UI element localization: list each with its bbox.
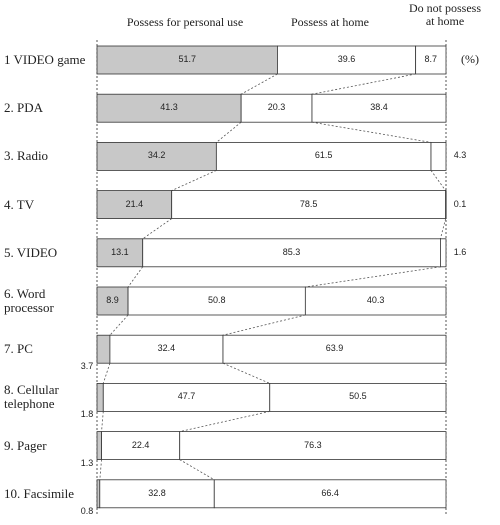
bar-segment	[96, 334, 111, 364]
bar-segment	[171, 190, 447, 220]
value-label: 0.1	[453, 198, 467, 209]
category-label: 3. Radio	[4, 148, 49, 164]
bar-segment	[96, 141, 217, 171]
value-label: 47.7	[177, 391, 196, 402]
category-label: 10. Facsimile	[4, 485, 75, 501]
value-label: 1.8	[80, 409, 94, 420]
value-label: 13.1	[111, 246, 129, 257]
bar-segment	[96, 190, 173, 220]
connector-line	[222, 314, 306, 336]
connector-line	[142, 218, 172, 240]
connector-line	[440, 218, 447, 239]
value-label: 38.4	[370, 102, 388, 113]
bar-segment	[179, 431, 447, 461]
connector-line	[127, 266, 144, 288]
bar-segment	[142, 238, 441, 268]
connector-line	[179, 459, 215, 481]
category-label: 6. Word processor	[4, 285, 54, 315]
value-label: 61.5	[314, 150, 333, 161]
bar-segment	[96, 93, 242, 123]
bar-segment	[101, 431, 181, 461]
connector-line	[311, 73, 416, 95]
value-label: 22.4	[131, 439, 150, 450]
connector-line	[101, 411, 104, 432]
bar-segment	[440, 238, 447, 268]
connector-line	[430, 170, 446, 191]
category-label: 4. TV	[4, 196, 35, 212]
value-label: 32.8	[148, 487, 166, 498]
legend-label: Do not possess at home	[408, 1, 481, 29]
value-label: 20.3	[267, 102, 286, 113]
value-label: 76.3	[304, 439, 322, 450]
bar-segment	[445, 190, 447, 220]
value-label: 66.4	[321, 487, 339, 498]
bar-segment	[311, 93, 447, 123]
bar-segment	[415, 45, 447, 75]
value-label: 39.6	[337, 54, 356, 65]
bar-segment	[269, 382, 447, 412]
value-label: 51.7	[178, 54, 196, 65]
bar-segment	[277, 45, 417, 75]
value-label: 85.3	[282, 246, 301, 257]
bar-segment	[215, 141, 432, 171]
connector-line	[305, 266, 441, 288]
legend-label: Possess for personal use	[126, 15, 244, 29]
connector-line	[240, 73, 278, 95]
value-label: 1.3	[80, 457, 94, 468]
value-label: 78.5	[299, 198, 318, 209]
value-label: 4.3	[453, 150, 467, 161]
bar-segment	[96, 382, 104, 412]
category-label: 2. PDA	[4, 100, 44, 116]
connector-line	[216, 121, 242, 143]
connector-line	[311, 121, 432, 143]
bar-segment	[96, 479, 101, 509]
connector-line	[102, 363, 111, 384]
value-label: 63.9	[325, 343, 344, 354]
bar-segment	[109, 334, 224, 364]
connector-line	[171, 170, 217, 191]
value-label: 8.7	[424, 54, 438, 65]
value-label: 50.5	[349, 391, 367, 402]
value-label: 34.2	[147, 150, 166, 161]
category-label: 8. Cellular telephone	[4, 381, 59, 412]
connector-line	[99, 459, 102, 480]
category-label: 1 VIDEO game	[4, 52, 86, 67]
category-label: 9. Pager	[4, 437, 47, 453]
value-label: 21.4	[125, 198, 144, 209]
value-label: 41.3	[160, 102, 178, 113]
bar-segment	[96, 431, 102, 461]
bar-segment	[222, 334, 447, 364]
connector-line	[179, 411, 270, 432]
value-label: 0.8	[80, 505, 94, 516]
bar-segment	[102, 382, 271, 412]
value-label: 3.7	[80, 361, 94, 372]
legend-label: Possess at home	[291, 15, 369, 29]
bar-segment	[96, 45, 278, 75]
connector-line	[109, 314, 129, 336]
value-label: 32.4	[157, 343, 176, 354]
value-label: 40.3	[366, 295, 385, 306]
bar-segment	[99, 479, 215, 509]
value-label: 8.9	[106, 295, 119, 306]
bar-segment	[304, 286, 447, 316]
value-label: 1.6	[453, 246, 467, 257]
category-label: 7. PC	[4, 341, 33, 357]
bar-segment	[213, 479, 447, 509]
connector-line	[222, 362, 270, 384]
value-label: 50.8	[207, 295, 226, 306]
category-label: 5. VIDEO	[4, 244, 58, 260]
bar-segment	[430, 141, 447, 171]
unit-label: (%)	[461, 52, 479, 66]
